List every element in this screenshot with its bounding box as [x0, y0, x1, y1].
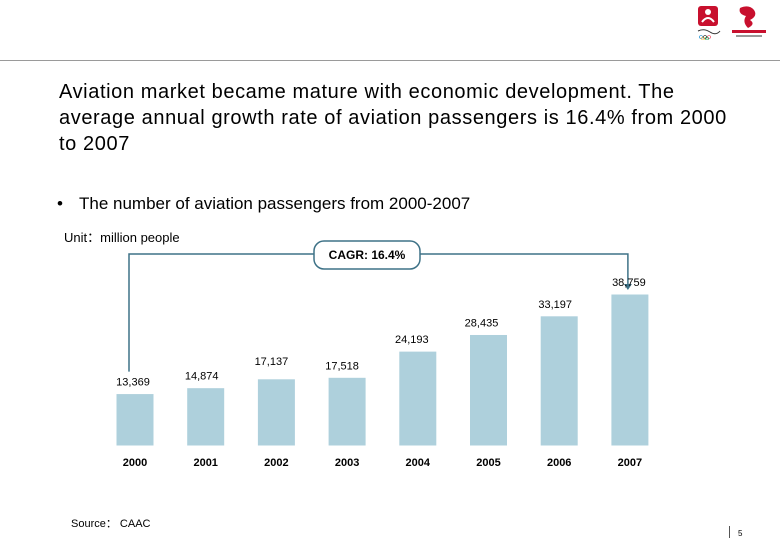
unit-label: Unit：million people: [64, 230, 180, 245]
bullet-symbol: •: [57, 194, 63, 213]
x-tick-label-2007: 2007: [618, 457, 642, 469]
x-tick-label-2004: 2004: [406, 457, 431, 469]
arrow-down-icon: [623, 284, 632, 290]
slide-title: Aviation market became mature with econo…: [59, 81, 727, 155]
x-tick-label-2002: 2002: [264, 457, 288, 469]
value-label-2003: 17,518: [325, 360, 359, 372]
x-tick-labels-group: 2000 2001 2002 2003 2004 2005 2006 2007: [123, 457, 642, 469]
cagr-annotation: CAGR: 16.4%: [313, 240, 421, 270]
value-label-2002: 17,137: [255, 356, 289, 368]
value-label-2006: 33,197: [538, 299, 572, 311]
source-label: Source： CAAC: [71, 518, 151, 530]
value-label-2001: 14,874: [185, 371, 219, 383]
x-tick-label-2000: 2000: [123, 457, 147, 469]
x-tick-label-2001: 2001: [193, 457, 217, 469]
bar-2004: [398, 350, 438, 447]
bar-2003: [327, 376, 367, 447]
header-logos: [690, 4, 770, 54]
page-number-divider: [729, 526, 730, 538]
bar-2001: [186, 387, 226, 447]
x-tick-label-2006: 2006: [547, 457, 571, 469]
page-number: 5: [738, 529, 743, 538]
bar-2000: [115, 393, 155, 447]
value-label-2007: 38,759: [612, 277, 646, 289]
bar-2007: [610, 293, 650, 447]
airline-logo-icon: [732, 6, 766, 37]
x-tick-label-2003: 2003: [335, 457, 359, 469]
bar-2002: [256, 378, 296, 447]
bar-2005: [469, 333, 508, 447]
bullet-item: • The number of aviation passengers from …: [57, 194, 470, 214]
cagr-label: CAGR: 16.4%: [329, 248, 406, 262]
header-divider: [0, 60, 780, 61]
value-label-2000: 13,369: [116, 377, 150, 389]
bullet-text: The number of aviation passengers from 2…: [79, 194, 471, 213]
value-labels-group: 13,369 14,874 17,137 17,518 24,193 28,435 33,1…: [116, 277, 646, 389]
value-label-2005: 28,435: [465, 317, 499, 329]
value-label-2004: 24,193: [395, 334, 429, 346]
beijing-olympics-logo-icon: [697, 6, 721, 40]
bars-group: [115, 293, 650, 447]
x-tick-label-2005: 2005: [476, 457, 500, 469]
bar-2006: [539, 315, 579, 447]
cagr-box: [313, 240, 421, 270]
